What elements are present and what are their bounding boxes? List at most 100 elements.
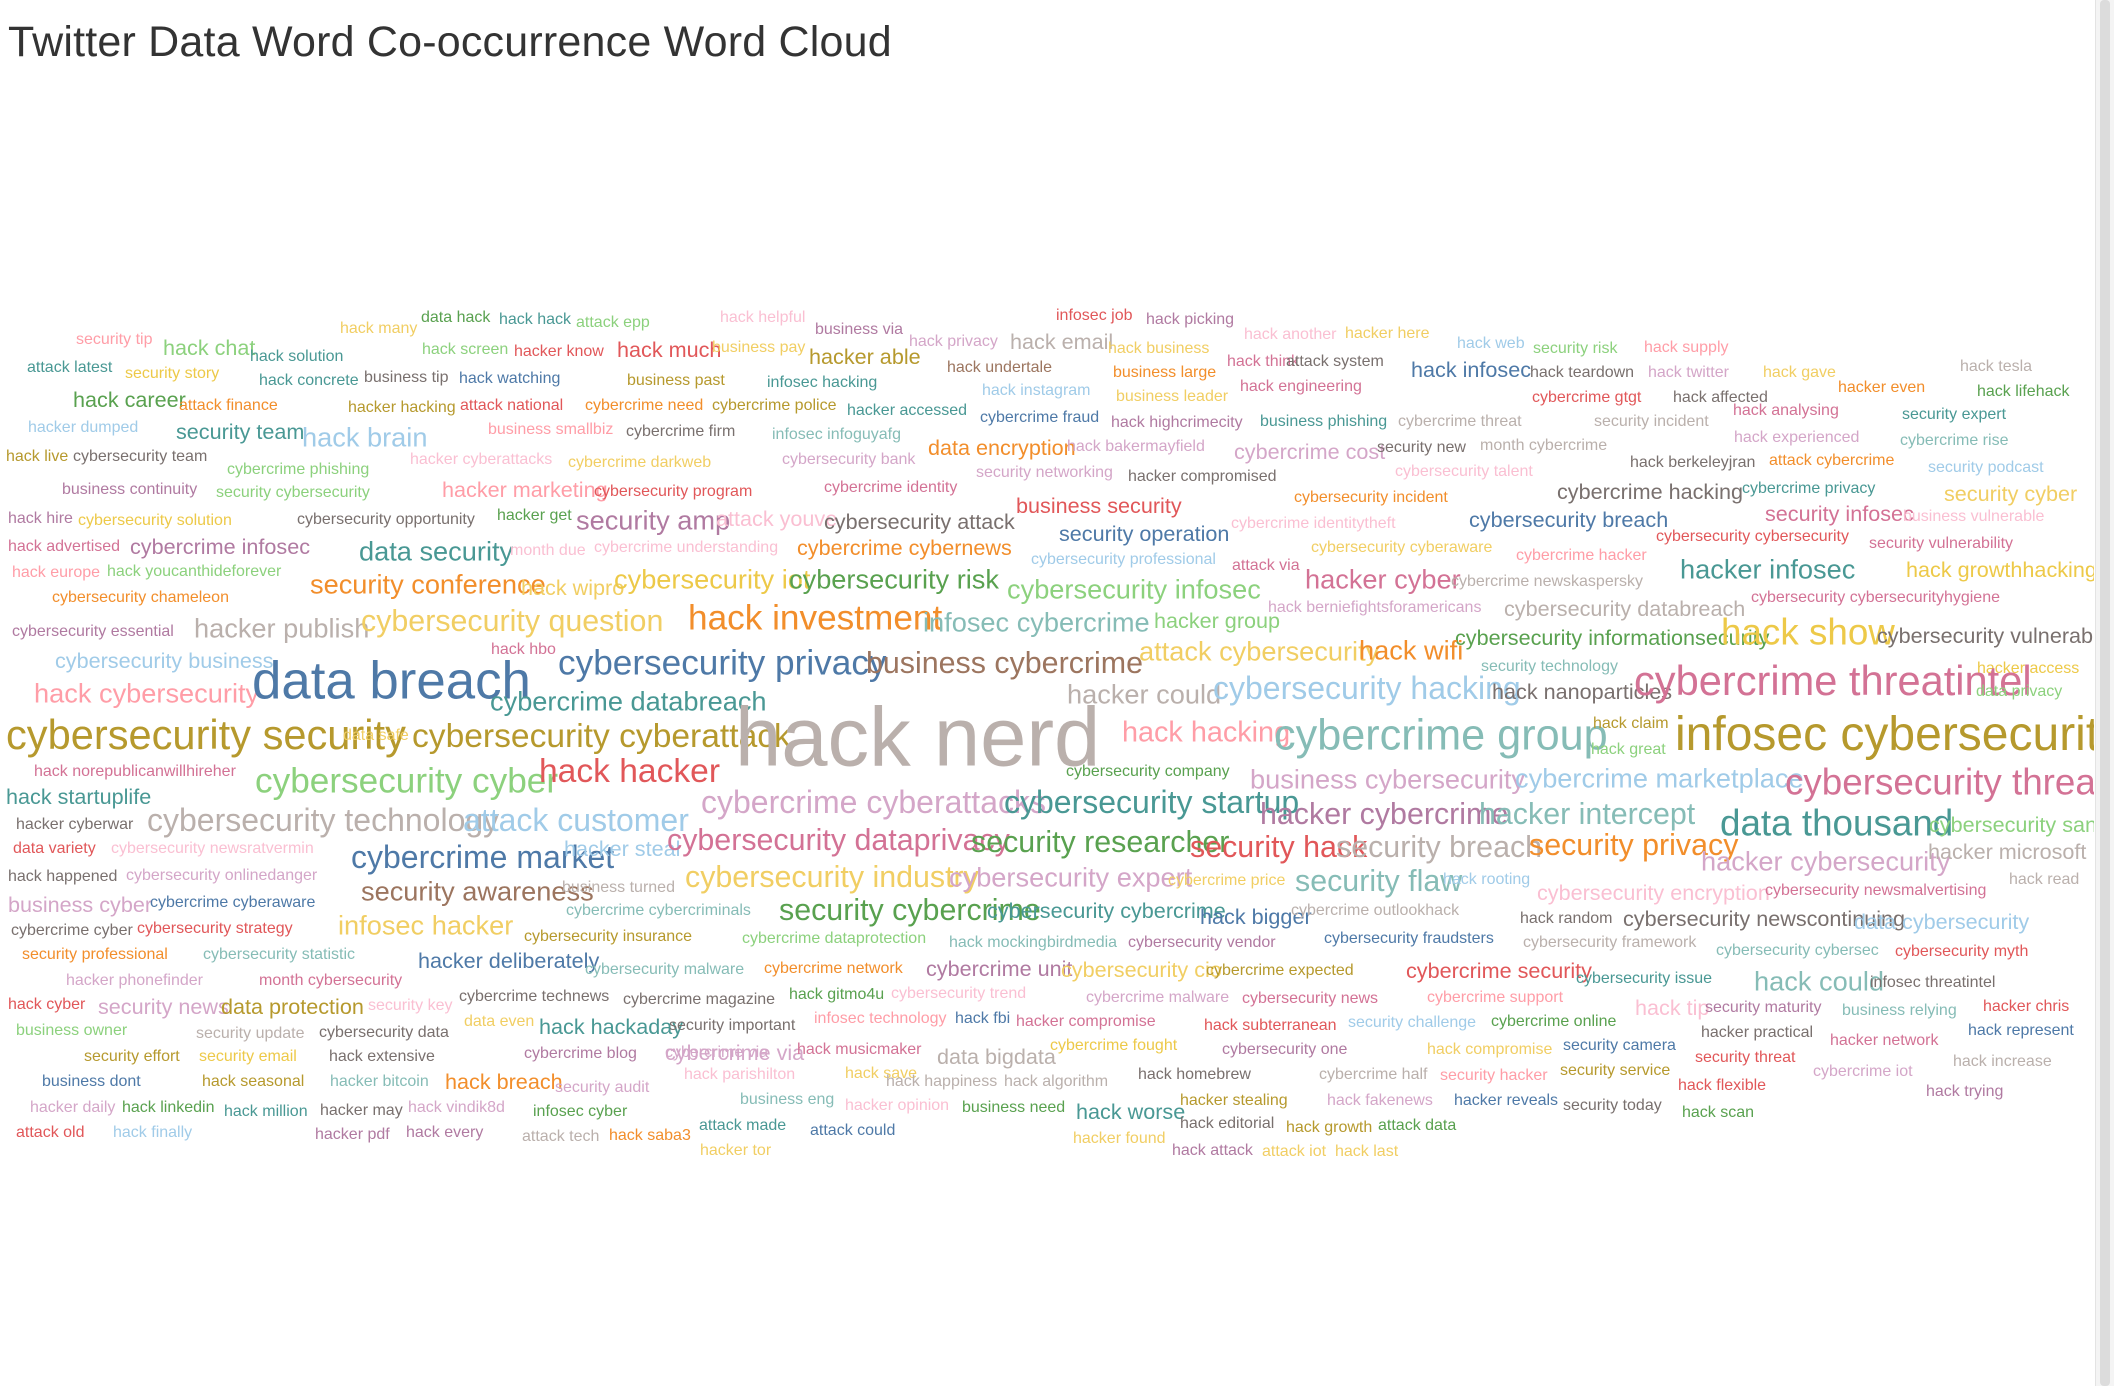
word-cybersecurity-iot: cybersecurity iot xyxy=(614,563,811,595)
word-cybercrime-need: cybercrime need xyxy=(585,397,704,414)
word-hacker-tor: hacker tor xyxy=(700,1142,772,1159)
word-cybersecurity-risk: cybersecurity risk xyxy=(789,563,999,595)
word-infosec-cybersecurity: infosec cybersecurity xyxy=(1675,708,2094,761)
word-cybercrime-cyber: cybercrime cyber xyxy=(11,922,133,939)
word-hack-highcrimecity: hack highcrimecity xyxy=(1111,414,1243,431)
word-hack-scan: hack scan xyxy=(1682,1104,1755,1121)
word-security-new: security new xyxy=(1377,439,1466,456)
word-cybercrime-expected: cybercrime expected xyxy=(1206,962,1354,979)
word-hack-another: hack another xyxy=(1244,326,1337,343)
word-hacker-reveals: hacker reveals xyxy=(1454,1092,1559,1109)
word-hacker-here: hacker here xyxy=(1345,325,1430,342)
word-cybercrime-threat: cybercrime threat xyxy=(1398,413,1522,430)
word-cybercrime-security: cybercrime security xyxy=(1406,958,1592,984)
word-cybersecurity-cybersecurity: cybersecurity cybersecurity xyxy=(1656,528,1849,545)
word-hack-million: hack million xyxy=(224,1103,308,1120)
word-data-cybersecurity: data cybersecurity xyxy=(1854,909,2030,935)
word-hack-instagram: hack instagram xyxy=(982,382,1091,399)
word-data-thousand: data thousand xyxy=(1720,802,1954,844)
word-hack-gave: hack gave xyxy=(1763,364,1836,381)
word-hack-breach: hack breach xyxy=(445,1069,563,1095)
word-cybersecurity-strategy: cybersecurity strategy xyxy=(137,920,293,937)
word-hack-great: hack great xyxy=(1591,741,1666,758)
word-hack-email: hack email xyxy=(1010,329,1114,355)
word-hack-hacker: hack hacker xyxy=(539,753,721,791)
word-hack-random: hack random xyxy=(1520,910,1613,927)
word-hack-wipro: hack wipro xyxy=(521,575,625,601)
word-security-cybersecurity: security cybersecurity xyxy=(216,484,370,501)
word-hacker-cybersecurity: hacker cybersecurity xyxy=(1701,845,1951,877)
scrollbar-thumb[interactable] xyxy=(2100,0,2110,1386)
word-month-cybercrime: month cybercrime xyxy=(1480,437,1608,454)
word-security-threat: security threat xyxy=(1695,1049,1796,1066)
word-hack-bigger: hack bigger xyxy=(1200,904,1312,930)
word-cybercrime-police: cybercrime police xyxy=(712,397,837,414)
word-hack-advertised: hack advertised xyxy=(8,538,121,555)
word-hack-mockingbirdmedia: hack mockingbirdmedia xyxy=(949,934,1118,951)
word-hack-fbi: hack fbi xyxy=(955,1010,1011,1027)
word-hack-vindik8d: hack vindik8d xyxy=(408,1099,505,1116)
word-hacker-know: hacker know xyxy=(514,343,604,360)
word-cybercrime-identity: cybercrime identity xyxy=(824,479,958,496)
word-hack-increase: hack increase xyxy=(1953,1053,2052,1070)
word-hack-teardown: hack teardown xyxy=(1530,364,1635,381)
word-cybercrime-group: cybercrime group xyxy=(1274,711,1608,760)
word-cybercrime-gtgt: cybercrime gtgt xyxy=(1532,389,1642,406)
word-cybersecurity-professional: cybersecurity professional xyxy=(1031,551,1216,568)
word-hacker-infosec: hacker infosec xyxy=(1680,553,1856,585)
word-cybercrime-cybercriminals: cybercrime cybercriminals xyxy=(566,902,751,919)
word-hack-web: hack web xyxy=(1457,335,1525,352)
word-business-continuity: business continuity xyxy=(62,481,198,498)
word-hacker-accessed: hacker accessed xyxy=(847,402,968,419)
word-hack-save: hack save xyxy=(845,1065,918,1082)
word-hack-hackaday: hack hackaday xyxy=(539,1014,684,1040)
word-cybersecurity-threat: cybersecurity threat xyxy=(1785,761,2094,803)
word-month-cybersecurity: month cybersecurity xyxy=(259,972,403,989)
word-hacker-bitcoin: hacker bitcoin xyxy=(330,1073,429,1090)
word-attack-customer: attack customer xyxy=(463,802,689,838)
word-security-operation: security operation xyxy=(1059,521,1230,547)
word-hacker-microsoft: hacker microsoft xyxy=(1928,839,2087,865)
word-hack-trying: hack trying xyxy=(1926,1083,2004,1100)
vertical-scrollbar[interactable] xyxy=(2095,0,2114,1386)
word-hacker-marketing: hacker marketing xyxy=(442,477,608,503)
word-attack-system: attack system xyxy=(1286,353,1384,370)
word-cybersecurity-framework: cybersecurity framework xyxy=(1523,934,1697,951)
word-business-tip: business tip xyxy=(364,369,449,386)
word-data-safe: data safe xyxy=(343,727,409,744)
word-hack-wifi: hack wifi xyxy=(1359,634,1464,666)
word-attack-tech: attack tech xyxy=(522,1128,600,1145)
word-hacker-opinion: hacker opinion xyxy=(845,1097,950,1114)
word-security-camera: security camera xyxy=(1563,1037,1676,1054)
word-security-professional: security professional xyxy=(22,946,168,963)
chart-title: Twitter Data Word Co-occurrence Word Clo… xyxy=(8,18,892,66)
word-business-need: business need xyxy=(962,1099,1066,1116)
word-hack-read: hack read xyxy=(2009,871,2080,888)
word-security-hacker: security hacker xyxy=(1440,1067,1548,1084)
word-hacker-network: hacker network xyxy=(1830,1032,1939,1049)
word-security-cyber: security cyber xyxy=(1944,481,2078,507)
word-hack-musicmaker: hack musicmaker xyxy=(797,1041,922,1058)
word-hack-linkedin: hack linkedin xyxy=(122,1099,215,1116)
word-hack-youcanthideforever: hack youcanthideforever xyxy=(107,563,282,580)
word-cybercrime-technews: cybercrime technews xyxy=(459,988,610,1005)
word-attack-national: attack national xyxy=(460,397,564,414)
word-cybercrime-darkweb: cybercrime darkweb xyxy=(568,454,712,471)
word-infosec-cyber: infosec cyber xyxy=(533,1103,628,1120)
word-cybersecurity-question: cybersecurity question xyxy=(361,603,664,638)
word-security-researcher: security researcher xyxy=(971,824,1230,859)
word-cybersecurity-expert: cybersecurity expert xyxy=(949,861,1193,893)
word-hack-fakenews: hack fakenews xyxy=(1327,1092,1433,1109)
word-cybersecurity-attack: cybersecurity attack xyxy=(824,509,1015,535)
word-hack-parishilton: hack parishilton xyxy=(684,1066,796,1083)
word-cybercrime-malware: cybercrime malware xyxy=(1086,989,1230,1006)
word-cybersecurity-vendor: cybersecurity vendor xyxy=(1128,934,1276,951)
word-data-breach: data breach xyxy=(252,651,531,711)
word-cybercrime-cyberattacks: cybercrime cyberattacks xyxy=(701,784,1046,820)
word-hacker-daily: hacker daily xyxy=(30,1099,116,1116)
word-cybercrime-fought: cybercrime fought xyxy=(1050,1037,1178,1054)
word-business-leader: business leader xyxy=(1116,388,1229,405)
word-security-challenge: security challenge xyxy=(1348,1014,1477,1031)
word-business-vulnerable: business vulnerable xyxy=(1903,508,2045,525)
